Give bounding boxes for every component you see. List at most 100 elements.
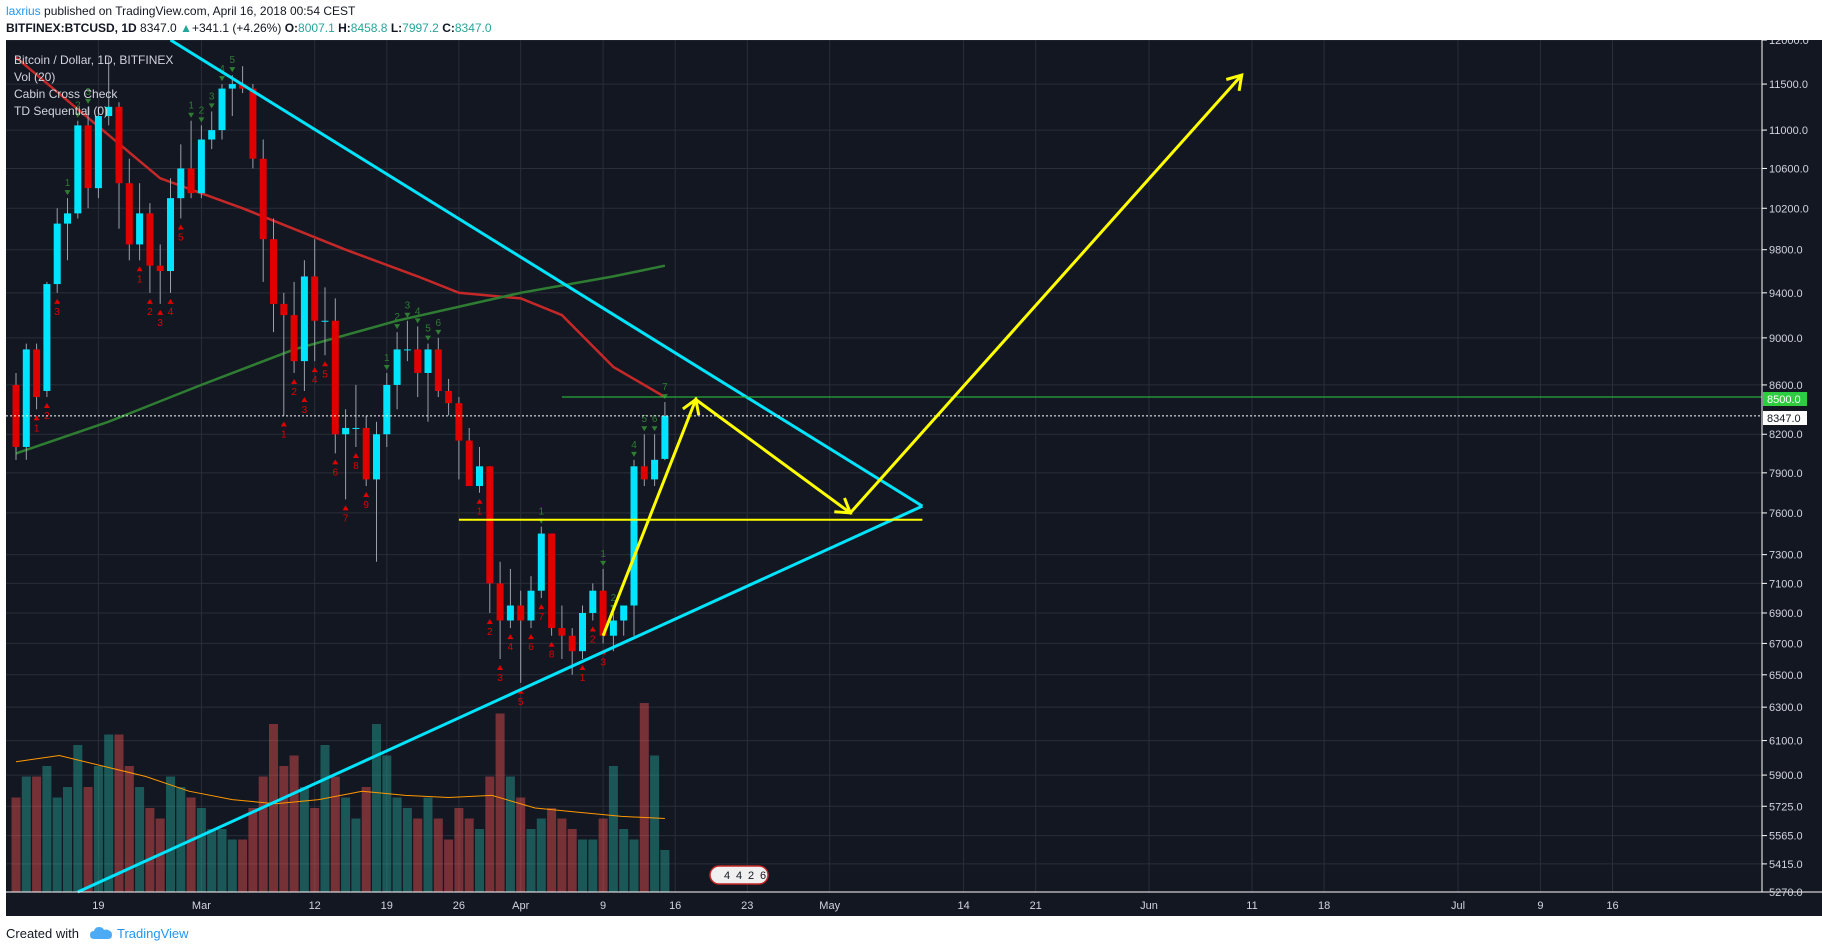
td-sell-count: 1 xyxy=(65,178,71,189)
time-tick-label[interactable]: 9 xyxy=(1537,900,1543,912)
td-sell-count: 1 xyxy=(384,353,390,364)
time-tick-label[interactable]: 26 xyxy=(453,900,465,912)
td-buy-count: 1 xyxy=(34,423,40,434)
time-tick-label[interactable]: 19 xyxy=(381,900,393,912)
footer: Created with TradingView xyxy=(0,916,1822,951)
volume-bar xyxy=(475,829,484,892)
volume-bar xyxy=(176,787,186,892)
volume-ma xyxy=(15,754,665,819)
candle-body xyxy=(43,284,51,391)
td-sell-arrow-icon xyxy=(64,190,71,196)
volume-bar xyxy=(114,734,124,892)
trend-drawings[interactable] xyxy=(6,40,1762,894)
volume-bar xyxy=(330,776,340,892)
volume-bar xyxy=(135,787,145,892)
volume-bar xyxy=(567,829,577,892)
td-buy-count: 5 xyxy=(322,369,328,380)
td-sell-count: 4 xyxy=(219,64,225,75)
price-tick-label: 6300.0 xyxy=(1769,702,1803,714)
volume-bar xyxy=(217,829,227,892)
time-tick-label[interactable]: 18 xyxy=(1318,900,1330,912)
event-badge[interactable]: 4 4 2 6 xyxy=(709,865,769,885)
projection-arrowhead-icon xyxy=(682,396,701,416)
candle-body xyxy=(548,533,556,629)
time-tick-label[interactable]: 16 xyxy=(1606,900,1618,912)
ascending-trendline[interactable] xyxy=(77,504,924,894)
time-tick-label[interactable]: 16 xyxy=(669,900,681,912)
badge-count-1: 4 xyxy=(724,870,730,882)
td-buy-count: 4 xyxy=(508,642,514,653)
time-tick-label[interactable]: 12 xyxy=(309,900,321,912)
candle-body xyxy=(136,213,144,245)
author-link[interactable]: laxrius xyxy=(6,4,41,18)
td-buy-arrow-icon xyxy=(363,492,370,498)
time-tick-label[interactable]: Mar xyxy=(192,900,211,912)
price-tick-label: 5725.0 xyxy=(1769,801,1803,813)
badge-count-4: 6 xyxy=(760,870,766,882)
legend-indicator-td: TD Sequential (0) xyxy=(14,104,108,118)
level-label: 8500.0 xyxy=(1767,394,1801,406)
volume-bars xyxy=(11,703,670,892)
td-sell-count: 5 xyxy=(230,55,236,66)
volume-bar xyxy=(619,829,629,892)
td-buy-count: 7 xyxy=(539,612,545,623)
volume-bar xyxy=(104,734,114,892)
volume-bar xyxy=(382,755,392,892)
td-sell-count: 2 xyxy=(394,312,400,323)
candle-body xyxy=(558,628,566,636)
candle-body xyxy=(568,635,576,652)
volume-bar xyxy=(485,776,495,892)
td-sell-arrow-icon xyxy=(229,67,236,73)
candle-body xyxy=(228,84,236,89)
symbol-ohlc-line: BITFINEX:BTCUSD, 1D 8347.0 ▲+341.1 (+4.2… xyxy=(6,21,492,35)
projection-arrowhead-icon xyxy=(834,497,853,515)
time-tick-label[interactable]: Jun xyxy=(1140,900,1158,912)
time-axis-labels[interactable]: 19 Mar 12 19 26 Apr 9 16 23 May 14 21 Jun 11 18 Jul 9 16 xyxy=(92,900,1618,912)
time-tick-label[interactable]: 23 xyxy=(741,900,753,912)
time-tick-label[interactable]: 21 xyxy=(1030,900,1042,912)
td-buy-arrow-icon xyxy=(517,688,524,694)
td-buy-count: 6 xyxy=(333,467,339,478)
time-tick-label[interactable]: Apr xyxy=(512,900,529,912)
candle-body xyxy=(22,349,30,447)
td-sell-arrow-icon xyxy=(208,103,215,109)
td-buy-arrow-icon xyxy=(54,298,61,304)
projection-path[interactable] xyxy=(601,74,1243,637)
time-tick-label[interactable]: 11 xyxy=(1246,900,1257,912)
td-buy-count: 5 xyxy=(518,697,524,708)
time-tick-label[interactable]: Jul xyxy=(1451,900,1465,912)
price-tick-label: 9800.0 xyxy=(1769,245,1803,257)
price-tick-label: 7300.0 xyxy=(1769,550,1803,562)
td-buy-arrow-icon xyxy=(332,459,339,465)
volume-bar xyxy=(372,724,381,892)
candle-body xyxy=(331,320,339,435)
volume-bar xyxy=(402,808,412,892)
td-buy-arrow-icon xyxy=(538,604,545,610)
time-tick-label[interactable]: 19 xyxy=(92,900,104,912)
price-tick-label: 12000.0 xyxy=(1769,40,1809,47)
volume-bar xyxy=(124,766,134,892)
volume-bar xyxy=(207,829,217,892)
td-buy-count: 4 xyxy=(312,375,318,386)
created-with-text: Created with xyxy=(6,926,79,941)
time-tick-label[interactable]: 9 xyxy=(600,900,606,912)
candle-body xyxy=(321,320,329,322)
tradingview-cloud-icon[interactable] xyxy=(89,925,113,941)
candle-body xyxy=(342,427,350,435)
time-tick-label[interactable]: May xyxy=(819,900,840,912)
price-tick-label: 8200.0 xyxy=(1769,429,1803,441)
td-buy-arrow-icon xyxy=(507,634,514,640)
volume-bar xyxy=(83,787,93,892)
tradingview-link[interactable]: TradingView xyxy=(117,926,189,941)
volume-bar xyxy=(433,818,443,892)
price-axis[interactable] xyxy=(1762,40,1822,916)
last-price: 8347.0 xyxy=(140,21,177,35)
descending-trendline[interactable] xyxy=(169,40,924,508)
time-tick-label[interactable]: 14 xyxy=(957,900,969,912)
volume-bar xyxy=(505,776,515,892)
volume-bar xyxy=(516,797,526,892)
td-buy-arrow-icon xyxy=(280,421,287,427)
td-sell-count: 1 xyxy=(600,549,606,560)
price-tick-label: 9400.0 xyxy=(1769,288,1803,300)
